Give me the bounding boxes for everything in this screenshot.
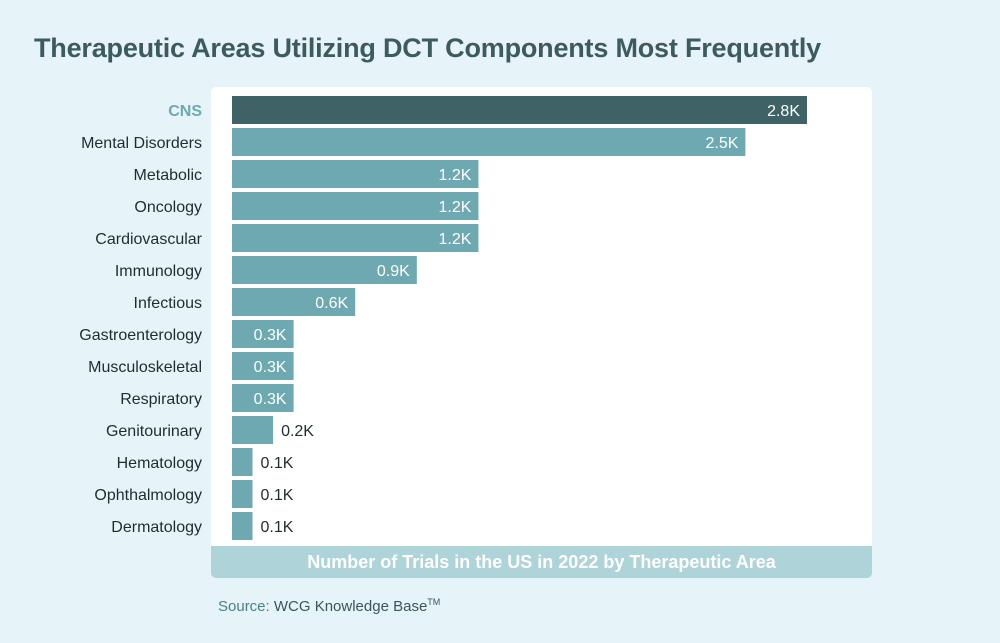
category-label: Infectious [134,295,202,312]
bar-cardiovascular [232,224,479,252]
bar-mental-disorders [232,128,746,156]
category-label: Hematology [117,455,202,472]
bar-immunology [232,256,417,284]
category-label: CNS [168,103,202,120]
category-label: Genitourinary [106,423,202,440]
bar-cns [232,96,807,124]
bar-gastroenterology [232,320,294,348]
bar-respiratory [232,384,294,412]
data-label: 0.9K [377,263,410,280]
data-label: 0.1K [261,487,294,504]
chart-title: Therapeutic Areas Utilizing DCT Componen… [34,33,821,63]
category-label: Ophthalmology [94,487,202,504]
category-label: Immunology [115,263,202,280]
category-label: Metabolic [134,167,202,184]
chart-panel: 2.8K 2.5K 1.2K 1.2K 1.2K 0.9K 0.6K 0.3K 0.3K 0.3K… [211,87,872,578]
data-label: 0.3K [254,359,287,376]
source-text: WCG Knowledge Base [273,598,428,615]
x-axis-label: Number of Trials in the US in 2022 by Th… [211,546,872,578]
source-note: Source: WCG Knowledge BaseTM [218,597,440,615]
data-label: 0.2K [281,423,314,440]
trademark-mark: TM [427,597,441,607]
category-axis: CNS Mental Disorders Metabolic Oncology Card… [79,103,202,536]
category-label: Gastroenterology [79,327,202,344]
data-label: 1.2K [439,199,472,216]
data-label: 1.2K [439,167,472,184]
data-label: 0.3K [254,391,287,408]
category-label: Cardiovascular [95,231,202,248]
data-label: 0.1K [261,455,294,472]
bar-dermatology [232,512,253,540]
bar-ophthalmology [232,480,253,508]
bar-genitourinary [232,416,274,444]
bar-chart: 2.8K 2.5K 1.2K 1.2K 1.2K 0.9K 0.6K 0.3K 0.3K 0.3K… [232,96,807,540]
data-label: 2.8K [767,103,800,120]
category-label: Oncology [134,199,202,216]
bar-hematology [232,448,253,476]
category-label: Mental Disorders [81,135,202,152]
category-label: Dermatology [111,519,202,536]
bar-metabolic [232,160,479,188]
category-label: Respiratory [120,391,202,408]
data-label: 0.3K [254,327,287,344]
bar-infectious [232,288,356,316]
data-label: 2.5K [705,135,738,152]
category-label: Musculoskeletal [88,359,202,376]
bar-musculoskeletal [232,352,294,380]
data-label: 0.6K [315,295,348,312]
bar-oncology [232,192,479,220]
data-label: 1.2K [439,231,472,248]
data-label: 0.1K [261,519,294,536]
source-label: Source: [218,598,270,615]
